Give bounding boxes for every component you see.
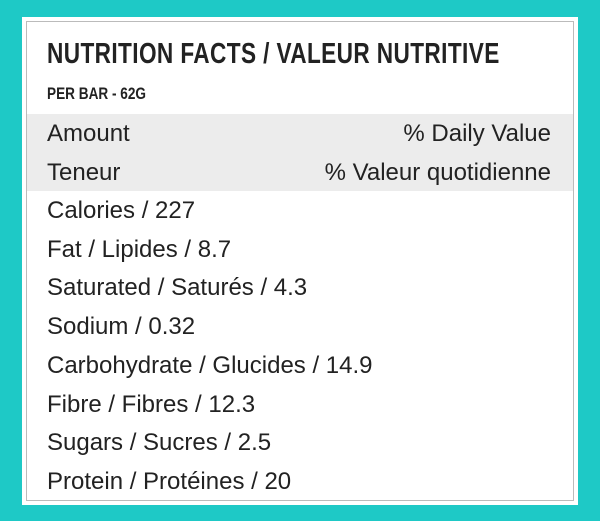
nutrient-row: Sodium / 0.32: [47, 313, 196, 341]
header-band: Amount % Daily Value Teneur % Valeur quo…: [27, 114, 573, 191]
nutrient-row: Fibre / Fibres / 12.3: [47, 390, 256, 418]
subtitle: PER BAR - 62G: [47, 84, 146, 103]
nutrient-row: Sugars / Sucres / 2.5: [47, 429, 272, 457]
header-cell: % Valeur quotidienne: [324, 159, 551, 186]
nutrient-row: Carbohydrate / Glucides / 14.9: [47, 351, 373, 379]
header-cell: % Daily Value: [403, 120, 551, 147]
header-cell: Teneur: [47, 159, 121, 186]
nutrient-row: Protein / Protéines / 20: [47, 467, 292, 495]
nutrient-row: Calories / 227: [47, 197, 196, 224]
label-panel: NUTRITION FACTS / VALEUR NUTRITIVE PER B…: [22, 17, 578, 505]
header-cell: Amount: [47, 120, 130, 147]
nutrient-row: Fat / Lipides / 8.7: [47, 235, 232, 263]
header-row: Amount % Daily Value: [47, 115, 551, 153]
title: NUTRITION FACTS / VALEUR NUTRITIVE: [47, 38, 500, 70]
header-row: Teneur % Valeur quotidienne: [47, 154, 551, 192]
label-border: NUTRITION FACTS / VALEUR NUTRITIVE PER B…: [26, 21, 574, 501]
nutrient-row: Saturated / Saturés / 4.3: [47, 274, 308, 302]
